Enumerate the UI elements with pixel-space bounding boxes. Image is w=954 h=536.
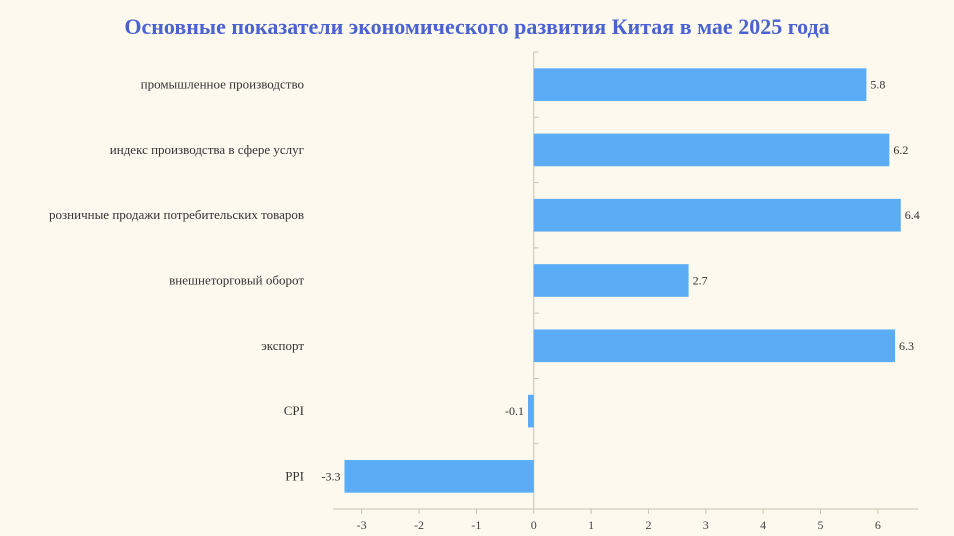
x-tick-label: 5 — [818, 518, 824, 532]
data-label: 6.2 — [893, 143, 908, 157]
category-label: внешнеторговый оборот — [169, 273, 304, 288]
x-tick-label: 6 — [875, 518, 881, 532]
category-label: индекс производства в сфере услуг — [110, 142, 304, 157]
x-tick-label: -3 — [357, 518, 367, 532]
category-label: PPI — [285, 468, 304, 483]
data-label: 6.3 — [899, 339, 914, 353]
bar — [533, 68, 867, 101]
category-label: экспорт — [261, 338, 304, 353]
chart-title: Основные показатели экономического разви… — [124, 14, 830, 39]
x-tick-label: 4 — [760, 518, 766, 532]
category-label: розничные продажи потребительских товаро… — [49, 207, 304, 222]
data-label: 2.7 — [693, 274, 708, 288]
bar — [533, 198, 901, 232]
data-label: -3.3 — [321, 469, 340, 483]
category-label: CPI — [284, 403, 304, 418]
data-label: 6.4 — [905, 208, 920, 222]
x-tick-label: 1 — [588, 518, 594, 532]
data-label: 5.8 — [870, 78, 885, 92]
category-label: промышленное производство — [141, 77, 304, 92]
x-tick-label: 2 — [645, 518, 651, 532]
data-label: -0.1 — [505, 404, 524, 418]
bar — [533, 329, 896, 363]
bar — [533, 264, 689, 297]
bar — [533, 133, 890, 167]
x-tick-label: -2 — [414, 518, 424, 532]
x-tick-label: -1 — [471, 518, 481, 532]
bar — [344, 460, 534, 493]
bar — [528, 394, 534, 428]
x-tick-label: 3 — [703, 518, 709, 532]
x-tick-label: 0 — [531, 518, 537, 532]
